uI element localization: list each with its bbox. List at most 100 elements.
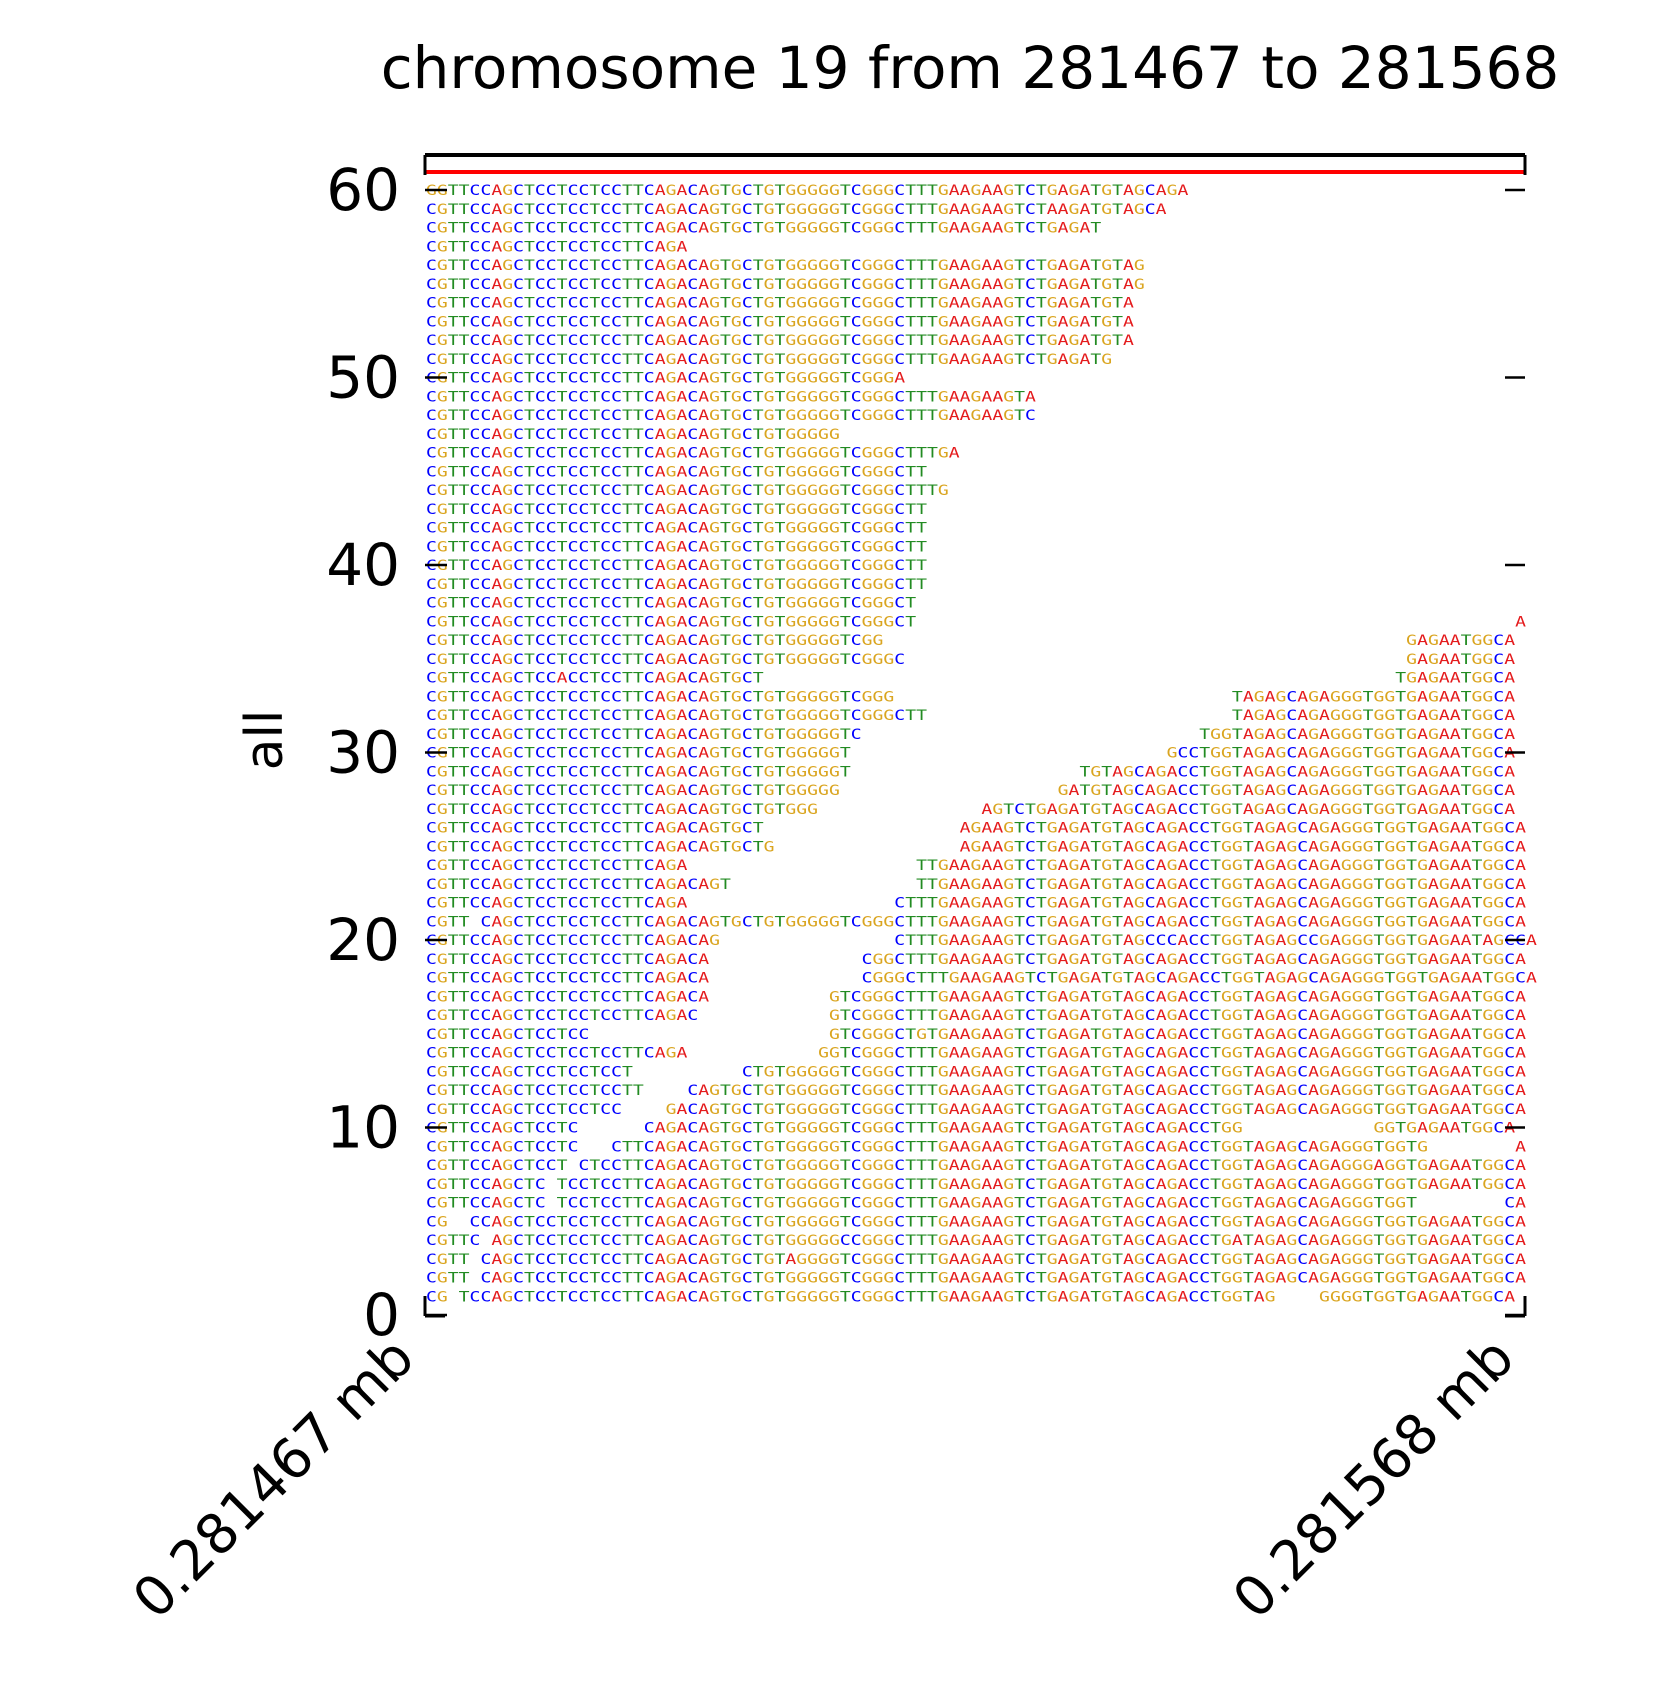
y-tick-label: 30	[326, 719, 400, 787]
y-tick-label: 20	[326, 906, 400, 974]
x-axis-ticks: 0.281467 mb 0.281568 mb	[120, 1325, 1526, 1631]
read-sequence: CGTTCCAGCTCCTCCTCCTTCAGACAGTGCTGTGGGGGTC…	[426, 558, 928, 574]
y-axis-ticks: 0 10 20 30 40 50 60	[326, 156, 1525, 1349]
y-tick-label: 40	[326, 531, 400, 599]
x-tick-label: 0.281568 mb	[1220, 1325, 1526, 1631]
read-sequence: GGTTCCAGCTCCTCCTCCTTCAGACAGTGCTGTGGGGGTC…	[426, 183, 1189, 199]
y-tick-label: 0	[363, 1281, 400, 1349]
coverage-track	[425, 170, 1525, 174]
y-tick-label: 60	[326, 156, 400, 224]
y-axis-label: all	[235, 710, 295, 771]
x-tick-label: 0.281467 mb	[120, 1325, 426, 1631]
read-sequence: CGTTCCAGCTCCTCCTCCTTCAGACAGTGCTGTGGGGGTC…	[426, 371, 906, 387]
read-sequence: A	[1515, 1139, 1527, 1155]
chart-title: chromosome 19 from 281467 to 281568	[381, 34, 1560, 102]
coverage-bar	[425, 170, 1525, 174]
y-tick-label: 50	[326, 344, 400, 412]
read-sequence: A	[1515, 614, 1527, 630]
read-sequence: GCCTGGTAGAGCAGAGGGTGGTGAGAATGGCA	[1167, 746, 1516, 762]
